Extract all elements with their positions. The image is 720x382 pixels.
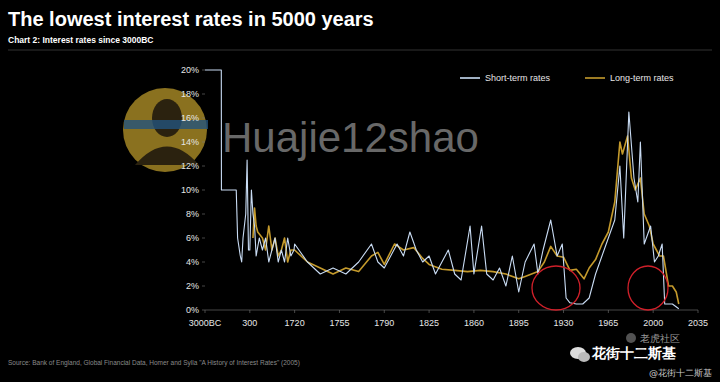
x-tick [205, 310, 206, 313]
y-tick-label: 14% [181, 137, 199, 147]
x-tick [473, 310, 474, 313]
y-tick-label: 8% [186, 209, 199, 219]
x-tick-label: 1790 [374, 318, 394, 328]
source: Source: Bank of England, Global Financia… [8, 359, 300, 367]
series-line [205, 70, 679, 309]
x-tick [518, 310, 519, 313]
y-tick-label: 20% [181, 65, 199, 75]
y-tick [202, 70, 205, 71]
x-tick-label: 1720 [285, 318, 305, 328]
subtitle: Chart 2: Interest rates since 3000BC [8, 35, 154, 45]
x-tick [429, 310, 430, 313]
x-tick-label: 1825 [419, 318, 439, 328]
legend-label: Long-term rates [610, 73, 674, 83]
x-tick-label: 1930 [554, 318, 574, 328]
y-tick [202, 118, 205, 119]
y-tick-label: 18% [181, 89, 199, 99]
plot-area [205, 70, 679, 309]
x-tick-label: 1895 [509, 318, 529, 328]
x-tick-label: 1965 [598, 318, 618, 328]
x-tick-label: 300 [242, 318, 257, 328]
y-tick [202, 286, 205, 287]
y-tick [202, 262, 205, 263]
y-tick [202, 310, 205, 311]
y-tick-label: 4% [186, 257, 199, 267]
watermark-text: 老虎社区 [640, 333, 680, 344]
y-tick [202, 94, 205, 95]
y-tick-label: 2% [186, 281, 199, 291]
x-tick-label: 1860 [464, 318, 484, 328]
watermark-logo [123, 88, 208, 172]
y-tick [202, 190, 205, 191]
background [0, 0, 720, 382]
legend-label: Short-term rates [485, 73, 551, 83]
x-tick-label: 2000 [643, 318, 663, 328]
y-tick-label: 6% [186, 233, 199, 243]
x-tick [698, 310, 699, 313]
watermark-text: 花街十二斯基 [591, 345, 676, 361]
watermark-text: Huajie12shao [222, 114, 479, 161]
x-tick [653, 310, 654, 313]
y-tick-label: 12% [181, 161, 199, 171]
legend-swatch [585, 77, 605, 79]
chart: The lowest interest rates in 5000 years C… [0, 0, 720, 382]
x-tick [294, 310, 295, 313]
y-tick [202, 214, 205, 215]
highlight-circle [628, 266, 668, 310]
x-tick [384, 310, 385, 313]
legend: Short-term rates Long-term rates [460, 73, 674, 83]
logo-circle [123, 88, 207, 172]
x-axis-line [205, 310, 698, 311]
watermark-text: @花街十二斯基 [649, 368, 712, 378]
x-tick [563, 310, 564, 313]
legend-swatch [460, 77, 480, 79]
logo-head [152, 99, 182, 137]
y-tick-label: 10% [181, 185, 199, 195]
highlight-circle [532, 266, 580, 310]
x-tick [249, 310, 250, 313]
title: The lowest interest rates in 5000 years [8, 8, 374, 30]
x-tick-label: 2035 [688, 318, 708, 328]
y-tick [202, 166, 205, 167]
y-tick [202, 142, 205, 143]
x-tick [339, 310, 340, 313]
watermark-icon [626, 333, 636, 343]
x-tick-label: 3000BC [189, 318, 222, 328]
y-tick-label: 16% [181, 113, 199, 123]
x-tick-label: 1755 [329, 318, 349, 328]
x-tick [608, 310, 609, 313]
y-tick-label: 0% [186, 305, 199, 315]
y-tick [202, 238, 205, 239]
wechat-icon [578, 352, 590, 362]
title-rule [8, 50, 712, 51]
